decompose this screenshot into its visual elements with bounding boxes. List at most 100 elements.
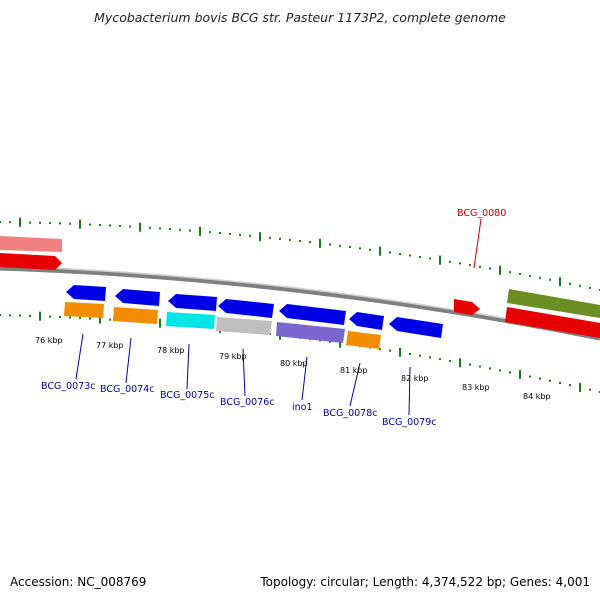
minor-tick	[519, 273, 521, 275]
minor-tick	[349, 246, 351, 249]
gene-label-bcg0073c[interactable]: BCG_0073c	[41, 381, 96, 392]
minor-tick	[59, 316, 61, 319]
gene-label-bcg0075c[interactable]: BCG_0075c	[160, 390, 215, 401]
kbp-labels: 76 kbp 77 kbp 78 kbp 79 kbp 80 kbp 81 kb…	[35, 336, 551, 401]
minor-tick	[109, 224, 111, 227]
feature-pink[interactable]	[0, 236, 62, 252]
minor-tick	[449, 260, 451, 263]
outer-tick-track	[0, 217, 600, 291]
minor-tick	[119, 225, 121, 227]
minor-tick	[429, 257, 431, 260]
gene-label-bcg0079c[interactable]: BCG_0079c	[382, 417, 437, 428]
minor-tick	[529, 274, 531, 277]
minor-tick	[129, 225, 131, 228]
minor-tick	[369, 248, 371, 251]
accession-text: Accession: NC_008769	[10, 575, 147, 589]
minor-tick	[409, 352, 411, 355]
minor-tick	[589, 286, 591, 289]
major-tick	[19, 217, 21, 227]
cds-bcg0074c[interactable]	[115, 289, 160, 306]
minor-tick	[189, 229, 191, 232]
minor-tick	[9, 314, 11, 317]
map-title: Mycobacterium bovis BCG str. Pasteur 117…	[94, 10, 506, 25]
minor-tick	[29, 221, 31, 224]
minor-tick	[589, 388, 591, 391]
gene-ino1[interactable]	[276, 322, 345, 343]
minor-tick	[0, 221, 1, 223]
minor-tick	[379, 348, 381, 351]
cds-ino1[interactable]	[279, 304, 346, 325]
minor-tick	[99, 224, 101, 226]
minor-tick	[249, 234, 251, 237]
minor-tick	[69, 316, 71, 319]
major-tick	[319, 238, 321, 248]
gene-label-ino1[interactable]: ino1	[292, 402, 313, 413]
minor-tick	[289, 238, 291, 241]
major-tick	[439, 255, 441, 265]
minor-tick	[479, 365, 481, 368]
minor-tick	[389, 349, 391, 352]
minor-tick	[499, 369, 501, 372]
minor-tick	[549, 379, 551, 382]
minor-tick	[359, 247, 361, 250]
minor-tick	[79, 316, 81, 319]
minor-tick	[219, 232, 221, 234]
minor-tick	[299, 240, 301, 242]
minor-tick	[169, 228, 171, 231]
cds-bcg0076c[interactable]	[218, 299, 274, 318]
cds-bcg0078c[interactable]	[349, 312, 384, 330]
gene-bcg0078c[interactable]	[346, 331, 381, 349]
minor-tick	[569, 384, 571, 387]
feature-bcg0080[interactable]	[454, 299, 480, 315]
minor-tick	[539, 377, 541, 380]
minor-tick	[89, 317, 91, 320]
minor-tick	[149, 226, 151, 229]
minor-tick	[489, 367, 491, 370]
gene-label-bcg0078c[interactable]: BCG_0078c	[323, 408, 378, 419]
gene-labels: BCG_0080 BCG_0073c BCG_0074c BCG_0075c B…	[41, 208, 506, 428]
cds-bcg0079c[interactable]	[389, 317, 443, 338]
major-tick	[559, 277, 561, 287]
feature-red-right[interactable]	[505, 307, 600, 338]
feature-olive[interactable]	[507, 289, 600, 318]
major-tick	[159, 318, 161, 328]
major-tick	[139, 222, 141, 232]
major-tick	[99, 314, 101, 324]
kbp-label: 84 kbp	[523, 392, 551, 401]
minor-tick	[419, 354, 421, 357]
feature-red-left[interactable]	[0, 253, 62, 270]
gene-label-bcg0074c[interactable]: BCG_0074c	[100, 384, 155, 395]
minor-tick	[0, 314, 1, 316]
gene-bcg0075c[interactable]	[166, 312, 215, 329]
cds-bcg0073c[interactable]	[66, 285, 106, 301]
label-leaders	[75, 218, 482, 416]
major-tick	[39, 311, 41, 321]
gene-bcg0073c[interactable]	[64, 302, 104, 318]
major-tick	[499, 265, 501, 275]
minor-tick	[309, 241, 311, 244]
minor-tick	[419, 256, 421, 258]
cds-bcg0075c[interactable]	[168, 294, 217, 311]
gene-bcg0074c[interactable]	[113, 307, 158, 324]
kbp-label: 80 kbp	[280, 359, 308, 368]
reverse-genes	[64, 302, 381, 349]
minor-tick	[339, 244, 341, 247]
minor-tick	[509, 371, 511, 374]
minor-tick	[469, 363, 471, 366]
major-tick	[459, 358, 461, 368]
minor-tick	[239, 233, 241, 236]
minor-tick	[389, 251, 391, 254]
gene-bcg0076c[interactable]	[216, 317, 272, 335]
minor-tick	[39, 221, 41, 224]
gene-label-bcg0080[interactable]: BCG_0080	[457, 208, 506, 219]
gene-label-bcg0076c[interactable]: BCG_0076c	[220, 397, 275, 408]
minor-tick	[479, 265, 481, 268]
minor-tick	[539, 276, 541, 279]
minor-tick	[209, 231, 211, 234]
major-tick	[259, 232, 261, 242]
minor-tick	[159, 227, 161, 230]
minor-tick	[19, 314, 21, 317]
kbp-label: 79 kbp	[219, 352, 247, 361]
minor-tick	[579, 284, 581, 287]
